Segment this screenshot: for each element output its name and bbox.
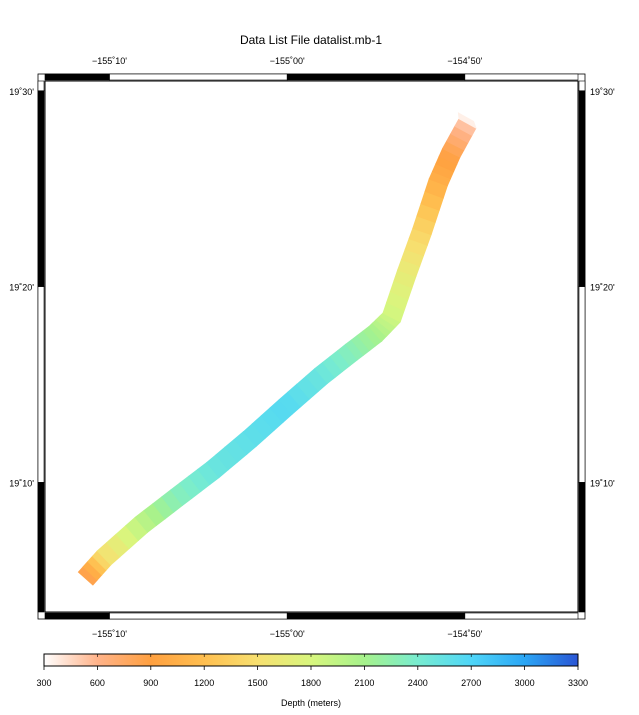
lat-labels-left: 19˚30' 19˚20' 19˚10'	[9, 87, 34, 489]
colorbar-label: Depth (meters)	[281, 698, 341, 708]
lat-tick-label-right: 19˚20'	[590, 283, 615, 293]
frame-segment-right	[578, 90, 586, 287]
colorbar: 300 600 900 1200 1500 1800 2100 2400 2700 3000 330…	[36, 653, 588, 708]
colorbar-tick-label: 3300	[568, 678, 588, 688]
frame-segment-top	[109, 73, 288, 81]
colorbar-tick-label: 2100	[354, 678, 374, 688]
frame-segment-bottom	[286, 612, 466, 620]
colorbar-tick-label: 2400	[408, 678, 428, 688]
lat-tick-label-right: 19˚10'	[590, 478, 615, 488]
colorbar-tick-label: 600	[90, 678, 105, 688]
colorbar-tick-label: 1800	[301, 678, 321, 688]
frame-segment-top	[44, 73, 110, 81]
lon-tick-label-top: −155˚10'	[92, 56, 127, 66]
colorbar-tick-label: 300	[36, 678, 51, 688]
figure-title: Data List File datalist.mb-1	[240, 33, 382, 47]
lat-tick-label-right: 19˚30'	[590, 87, 615, 97]
frame-segment-bottom	[464, 612, 579, 620]
frame-segment-bottom	[109, 612, 288, 620]
colorbar-ticks: 300 600 900 1200 1500 1800 2100 2400 2700 3000 330…	[36, 654, 588, 688]
swath-end-cap	[457, 112, 477, 130]
frame-segment-left	[37, 90, 45, 287]
frame-segment-top	[286, 73, 466, 81]
frame-segment-top	[464, 73, 579, 81]
colorbar-tick-label: 2700	[461, 678, 481, 688]
lat-labels-right: 19˚30' 19˚20' 19˚10'	[590, 87, 615, 489]
lon-tick-label-bottom: −154˚50'	[447, 629, 482, 639]
colorbar-tick-label: 900	[143, 678, 158, 688]
frame-segment-left	[37, 286, 45, 483]
colorbar-tick-label: 1200	[194, 678, 214, 688]
bathymetry-swath	[77, 112, 477, 586]
frame-segment-bottom	[44, 612, 110, 620]
frame-segment-left	[37, 482, 45, 613]
colorbar-tick-label: 3000	[515, 678, 535, 688]
lon-tick-label-bottom: −155˚10'	[92, 629, 127, 639]
lon-tick-label-bottom: −155˚00'	[270, 629, 305, 639]
frame-segment-right	[578, 286, 586, 483]
frame-segment-right	[578, 482, 586, 613]
frame-segment-right	[578, 80, 586, 92]
lon-labels-top: −155˚10' −155˚00' −154˚50'	[92, 56, 483, 66]
lat-tick-label-left: 19˚20'	[9, 283, 34, 293]
lon-labels-bottom: −155˚10' −155˚00' −154˚50'	[92, 629, 483, 639]
frame-segment-left	[37, 80, 45, 92]
lon-tick-label-top: −155˚00'	[270, 56, 305, 66]
colorbar-tick-label: 1500	[248, 678, 268, 688]
lon-tick-label-top: −154˚50'	[447, 56, 482, 66]
lat-tick-label-left: 19˚30'	[9, 87, 34, 97]
lat-tick-label-left: 19˚10'	[9, 478, 34, 488]
